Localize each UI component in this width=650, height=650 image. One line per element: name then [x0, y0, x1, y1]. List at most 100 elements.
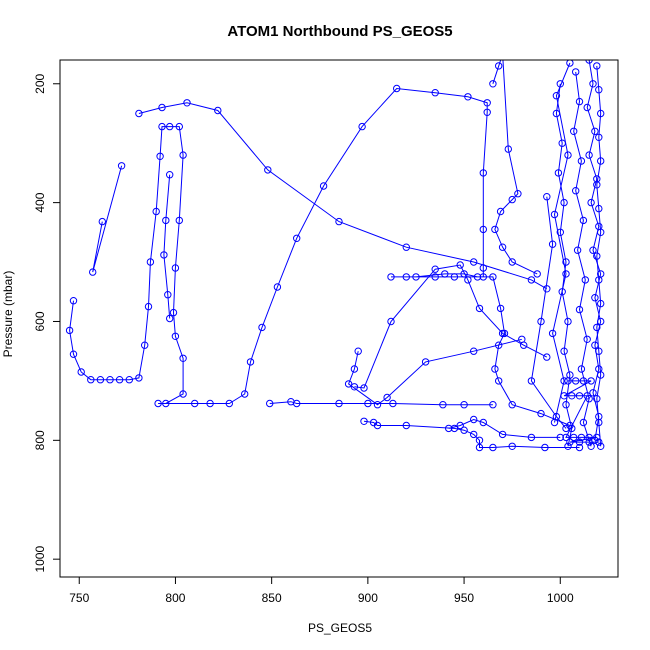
series-line — [138, 102, 548, 290]
data-point — [246, 358, 255, 366]
data-point — [575, 305, 584, 314]
data-point — [470, 347, 478, 355]
data-point — [591, 294, 599, 302]
series-line — [92, 165, 123, 273]
data-point — [508, 195, 516, 204]
data-point — [135, 374, 143, 382]
data-point — [591, 436, 599, 444]
data-point — [171, 264, 180, 272]
data-point — [450, 424, 459, 433]
data-point — [98, 217, 107, 226]
data-point — [585, 395, 593, 403]
data-point — [498, 329, 507, 338]
data-point — [489, 401, 497, 409]
data-point — [350, 365, 359, 373]
data-point — [456, 261, 464, 269]
data-point — [589, 389, 597, 397]
data-point — [579, 216, 588, 225]
data-point — [579, 418, 588, 427]
data-point — [577, 365, 586, 373]
x-axis-label: PS_GEOS5 — [308, 621, 372, 635]
data-point — [69, 350, 78, 358]
data-point — [495, 377, 503, 385]
series-line — [596, 65, 602, 447]
data-point — [550, 210, 559, 219]
data-point — [593, 323, 601, 332]
data-point — [581, 276, 589, 284]
series-line — [552, 62, 571, 423]
y-tick-label: 200 — [33, 73, 47, 93]
data-point — [595, 86, 603, 94]
data-point — [479, 418, 487, 427]
data-point — [360, 384, 368, 392]
data-point — [191, 399, 199, 408]
series-line — [492, 60, 538, 275]
series-line — [573, 71, 592, 447]
data-point — [479, 273, 487, 281]
data-point — [393, 84, 401, 93]
data-point — [587, 377, 595, 385]
data-point — [171, 332, 180, 340]
data-point — [595, 133, 603, 142]
data-point — [514, 190, 522, 198]
data-point — [154, 399, 162, 408]
data-point — [573, 246, 582, 254]
data-point — [572, 187, 580, 195]
data-point — [65, 326, 74, 335]
data-point — [570, 127, 578, 136]
data-point — [491, 225, 499, 234]
data-point — [597, 371, 605, 379]
data-point — [264, 166, 272, 174]
chart-title: ATOM1 Northbound PS_GEOS5 — [227, 23, 452, 40]
data-point — [508, 442, 516, 450]
data-point — [152, 207, 160, 216]
data-point — [479, 169, 487, 177]
data-point — [479, 225, 487, 234]
data-point — [597, 299, 605, 308]
data-point — [412, 273, 420, 281]
data-point — [560, 377, 568, 385]
x-tick-label: 900 — [358, 591, 378, 605]
data-point — [166, 171, 174, 179]
data-point — [587, 198, 595, 207]
data-point — [533, 270, 541, 278]
y-axis: 200 400 600 800 1000 — [33, 73, 61, 573]
data-point — [445, 424, 453, 433]
series-line — [530, 196, 567, 429]
y-tick-label: 400 — [33, 192, 47, 212]
data-point — [564, 317, 572, 326]
data-point — [495, 341, 503, 349]
data-point — [491, 365, 499, 373]
data-point — [350, 383, 359, 391]
data-point — [572, 68, 580, 76]
data-point — [597, 442, 605, 450]
data-point — [431, 89, 439, 97]
data-point — [595, 438, 603, 446]
data-point — [383, 393, 391, 402]
data-point — [117, 162, 126, 170]
x-tick-label: 800 — [165, 591, 185, 605]
data-point — [498, 243, 507, 251]
data-point — [470, 415, 478, 424]
data-point — [483, 99, 491, 107]
data-point — [560, 347, 568, 355]
data-point — [597, 228, 605, 237]
data-point — [566, 60, 574, 67]
data-point — [460, 270, 468, 278]
data-point — [464, 93, 472, 101]
data-point — [402, 273, 410, 281]
data-point — [566, 371, 574, 379]
data-point — [475, 443, 484, 452]
data-point — [543, 193, 551, 201]
data-point — [570, 433, 578, 442]
data-point — [585, 60, 593, 64]
data-point — [335, 217, 343, 226]
data-point — [421, 358, 430, 366]
y-axis-label: Pressure (mbar) — [1, 271, 15, 358]
data-point — [225, 399, 234, 408]
data-point — [164, 291, 172, 299]
data-point — [183, 99, 191, 107]
y-tick-label: 600 — [33, 311, 47, 331]
series-line — [354, 264, 548, 389]
